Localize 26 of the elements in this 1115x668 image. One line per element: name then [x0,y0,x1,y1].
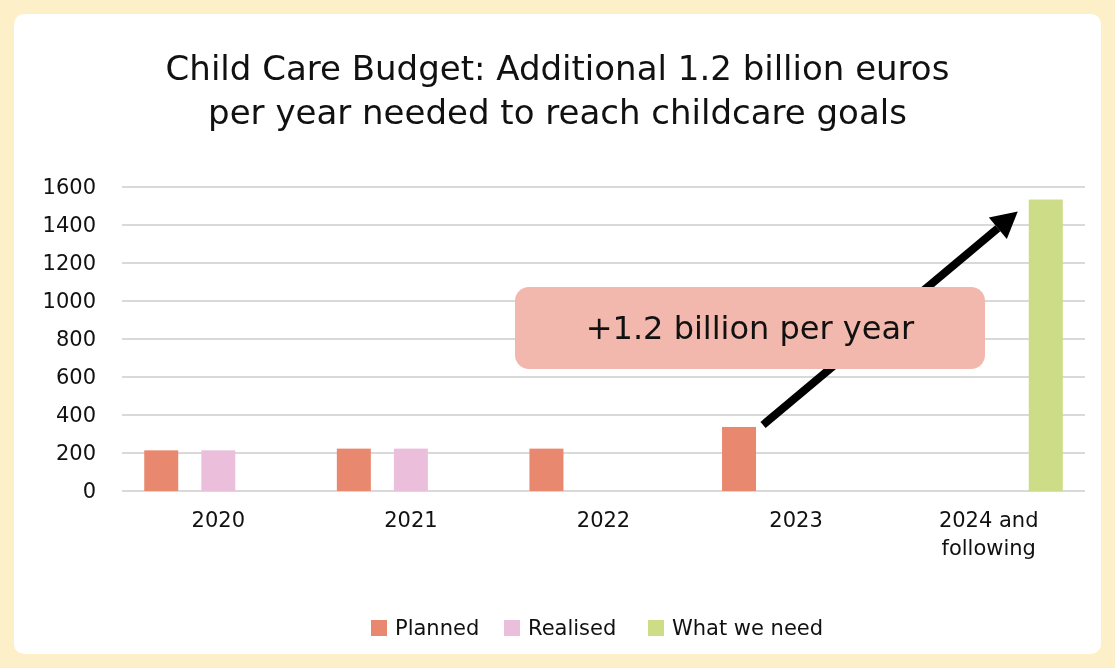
y-tick-label: 1400 [42,213,96,238]
bar [144,450,179,491]
bar [336,448,371,491]
bar [722,426,757,491]
y-tick-label: 1000 [42,289,96,314]
x-tick-label: 2024 and following [938,508,1039,560]
legend-label: Realised [528,616,617,641]
bar [201,450,236,491]
y-tick-label: 800 [55,327,96,352]
bar [529,448,564,491]
legend-label: Planned [395,616,480,641]
y-tick-label: 0 [82,479,96,504]
bar [393,448,428,491]
x-tick-label: 2021 [384,508,438,532]
y-tick-label: 1600 [42,175,96,200]
y-tick-label: 600 [55,365,96,390]
bar [1028,199,1063,491]
annotation: +1.2 billion per year [585,309,916,348]
x-tick-label: 2020 [191,508,246,532]
y-tick-label: 400 [55,403,96,428]
x-tick-label: 2023 [769,508,823,532]
legend-label: What we need [672,616,824,641]
chart-title: Child Care Budget: Additional 1.2 billion euros per year needed to reach childcare goals [165,48,950,132]
y-tick-label: 200 [55,441,96,466]
x-tick-label: 2022 [576,508,631,532]
y-tick-label: 1200 [42,251,96,276]
